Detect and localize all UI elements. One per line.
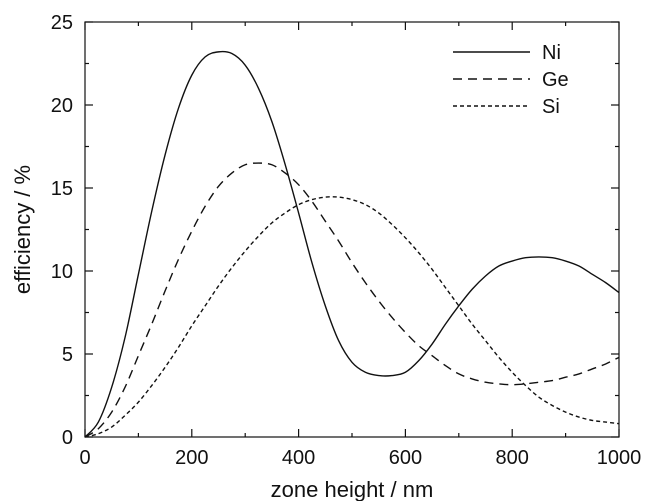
y-tick-label: 10 bbox=[51, 261, 73, 283]
x-axis-title: zone height / nm bbox=[271, 477, 434, 501]
x-tick-label: 600 bbox=[389, 447, 422, 469]
series-line-ge bbox=[84, 162, 620, 438]
plot-border bbox=[84, 21, 620, 438]
legend-label-si: Si bbox=[542, 96, 560, 118]
y-tick-label: 5 bbox=[62, 344, 73, 366]
x-tick-label: 200 bbox=[175, 447, 208, 469]
y-tick-label: 0 bbox=[62, 427, 73, 449]
plot-frame bbox=[84, 21, 620, 438]
x-tick-label: 1000 bbox=[597, 447, 642, 469]
x-tick-label: 400 bbox=[282, 447, 315, 469]
y-tick-label: 20 bbox=[51, 95, 73, 117]
series-line-si bbox=[84, 196, 620, 438]
y-tick-label: 25 bbox=[51, 12, 73, 34]
legend-label-ni: Ni bbox=[542, 42, 561, 64]
legend: Ni Ge Si bbox=[453, 42, 569, 118]
series-layer bbox=[84, 50, 620, 438]
legend-label-ge: Ge bbox=[542, 69, 569, 91]
axis-ticks: 0 200 400 600 800 1000 0 5 10 15 20 25 bbox=[51, 12, 642, 469]
series-line-ni bbox=[84, 50, 620, 438]
x-tick-label: 800 bbox=[496, 447, 529, 469]
y-axis-title: efficiency / % bbox=[10, 165, 35, 294]
y-tick-label: 15 bbox=[51, 178, 73, 200]
x-tick-label: 0 bbox=[79, 447, 90, 469]
